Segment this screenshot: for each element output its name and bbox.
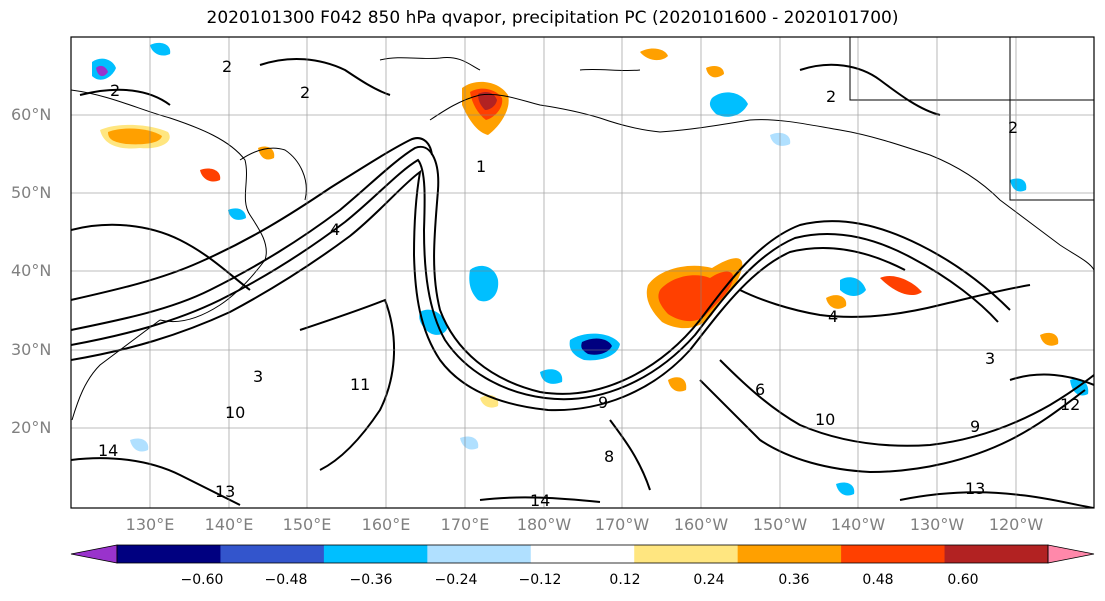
colorbar-arrow-low xyxy=(70,544,118,564)
colorbar-tick-label: 0.48 xyxy=(862,572,894,588)
colorbar-arrow-high xyxy=(1047,544,1095,564)
contour-label: 13 xyxy=(215,482,235,501)
contour-label: 2 xyxy=(110,81,120,100)
contour-label: 12 xyxy=(1060,395,1080,414)
contour-label: 2 xyxy=(1008,118,1018,137)
contour-label: 1 xyxy=(476,157,486,176)
lon-label: 150°E xyxy=(282,515,332,534)
lon-label: 180°W xyxy=(516,515,572,534)
lat-label: 60°N xyxy=(11,105,52,124)
lon-label: 160°E xyxy=(361,515,411,534)
contour-label: 2 xyxy=(826,87,836,106)
colorbar-tick-label: 0.60 xyxy=(947,572,979,588)
colorbar-tick-label: 0.12 xyxy=(609,572,641,588)
colorbar-segment xyxy=(117,545,221,563)
colorbar-segment xyxy=(427,545,532,563)
contour-label: 9 xyxy=(598,393,608,412)
map-frame xyxy=(70,36,1095,509)
colorbar-tick-label: −0.12 xyxy=(518,572,562,588)
contour-label-group: 2 2 2 2 2 4 4 6 8 10 10 11 12 13 13 14 1… xyxy=(98,57,1080,510)
lon-label: 120°W xyxy=(988,515,1044,534)
lat-label: 30°N xyxy=(11,340,52,359)
colorbar-segment xyxy=(944,545,1049,563)
lon-label: 140°W xyxy=(830,515,886,534)
contour-label: 4 xyxy=(330,220,340,239)
contour-label: 6 xyxy=(755,380,765,399)
contour-label: 2 xyxy=(222,57,232,76)
lat-label: 50°N xyxy=(11,183,52,202)
contour-label: 10 xyxy=(225,403,245,422)
colorbar-tick-label: 0.36 xyxy=(778,572,810,588)
contour-label: 2 xyxy=(300,83,310,102)
colorbar-segment xyxy=(323,545,428,563)
lon-label: 170°E xyxy=(440,515,490,534)
graticule xyxy=(71,37,1094,508)
contour-label: 13 xyxy=(965,479,985,498)
contour-label: 3 xyxy=(985,349,995,368)
negative-anomaly-east-asia xyxy=(469,265,499,302)
colorbar-segment xyxy=(530,545,635,563)
lon-label: 140°E xyxy=(204,515,254,534)
lat-label: 20°N xyxy=(11,418,52,437)
colorbar-tick-label: −0.48 xyxy=(264,572,308,588)
contour-label: 14 xyxy=(98,441,118,460)
colorbar-segment xyxy=(841,545,946,563)
colorbar-tick-label: −0.36 xyxy=(349,572,393,588)
contour-label: 14 xyxy=(530,491,550,510)
map-area xyxy=(71,37,1094,508)
lon-label: 130°E xyxy=(125,515,175,534)
contour-label: 3 xyxy=(253,367,263,386)
qvapor-contours xyxy=(71,57,1094,508)
lon-label: 170°W xyxy=(594,515,650,534)
colorbar-tick-label: 0.24 xyxy=(693,572,725,588)
contour-label: 9 xyxy=(970,417,980,436)
contour-label: 10 xyxy=(815,410,835,429)
colorbar-outline xyxy=(116,544,1049,564)
colorbar xyxy=(70,544,1095,564)
colorbar-tick-label: −0.24 xyxy=(434,572,478,588)
lon-label: 130°W xyxy=(909,515,965,534)
lon-label: 160°W xyxy=(673,515,729,534)
colorbar-tick-label: −0.60 xyxy=(180,572,224,588)
coastlines xyxy=(71,37,1094,421)
contour-label: 4 xyxy=(828,307,838,326)
contour-label: 8 xyxy=(604,447,614,466)
lon-label: 150°W xyxy=(752,515,808,534)
colorbar-segment xyxy=(220,545,325,563)
colorbar-segment xyxy=(737,545,842,563)
lat-label: 40°N xyxy=(11,261,52,280)
colorbar-segment xyxy=(634,545,739,563)
figure-title: 2020101300 F042 850 hPa qvapor, precipit… xyxy=(206,8,899,28)
contour-label: 11 xyxy=(350,375,370,394)
